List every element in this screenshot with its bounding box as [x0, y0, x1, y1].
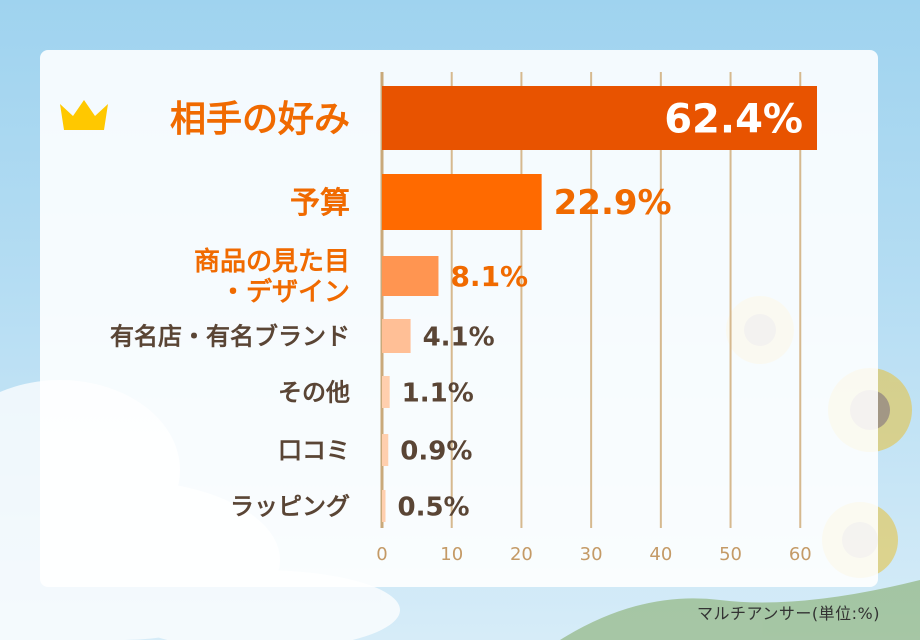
crown-icon	[60, 100, 108, 130]
bar	[382, 434, 389, 466]
x-tick-label: 30	[580, 544, 603, 565]
bar	[382, 174, 542, 230]
x-tick-label: 50	[719, 544, 742, 565]
category-label: その他	[278, 379, 350, 407]
x-tick-label: 40	[649, 544, 672, 565]
value-label: 8.1%	[450, 260, 528, 293]
bar	[382, 376, 390, 408]
value-label: 0.5%	[397, 492, 469, 522]
bar	[382, 319, 411, 353]
value-label: 62.4%	[664, 96, 803, 142]
category-label: 予算	[290, 186, 350, 221]
bar	[382, 490, 386, 522]
category-label: ラッピング	[230, 493, 350, 521]
value-label: 1.1%	[402, 378, 474, 408]
category-label: 商品の見た目・デザイン	[194, 246, 350, 308]
category-label: 有名店・有名ブランド	[110, 323, 350, 351]
bar	[382, 86, 817, 150]
category-label: 相手の好み	[170, 99, 350, 140]
x-tick-label: 10	[440, 544, 463, 565]
unit-note: マルチアンサー(単位:%)	[697, 604, 880, 623]
category-label: 口コミ	[278, 437, 350, 465]
bar	[382, 256, 439, 296]
value-label: 0.9%	[400, 436, 472, 466]
value-label: 4.1%	[423, 322, 495, 352]
value-label: 22.9%	[554, 183, 672, 223]
x-tick-label: 60	[789, 544, 812, 565]
x-tick-label: 20	[510, 544, 533, 565]
x-tick-label: 0	[376, 544, 387, 565]
